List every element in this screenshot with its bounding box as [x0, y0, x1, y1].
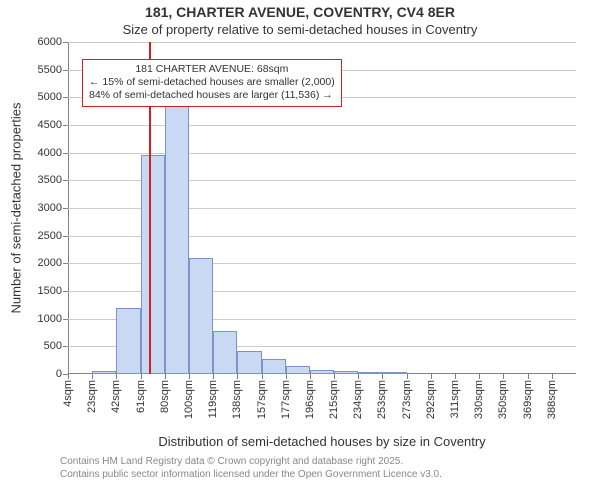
- histogram-bar: [165, 106, 189, 374]
- ytick-mark: [63, 263, 68, 264]
- ytick-label: 4500: [38, 119, 62, 131]
- annotation-line: ← 15% of semi-detached houses are smalle…: [89, 76, 335, 89]
- histogram-bar: [116, 308, 140, 374]
- attribution-line2: Contains public sector information licen…: [60, 469, 442, 480]
- xtick-label: 369sqm: [522, 380, 534, 419]
- ytick-mark: [63, 346, 68, 347]
- xtick-mark: [382, 374, 383, 379]
- xtick-label: 61sqm: [135, 380, 147, 413]
- ytick-label: 4000: [38, 147, 62, 159]
- xtick-label: 80sqm: [159, 380, 171, 413]
- y-axis-label: Number of semi-detached properties: [9, 103, 24, 314]
- ytick-label: 5500: [38, 64, 62, 76]
- xtick-mark: [92, 374, 93, 379]
- ytick-mark: [63, 319, 68, 320]
- ytick-label: 6000: [38, 36, 62, 48]
- xtick-mark: [407, 374, 408, 379]
- xtick-label: 292sqm: [425, 380, 437, 419]
- ytick-label: 1500: [38, 285, 62, 297]
- histogram-bar: [141, 155, 165, 374]
- xtick-mark: [431, 374, 432, 379]
- xtick-label: 100sqm: [183, 380, 195, 419]
- xtick-label: 4sqm: [62, 380, 74, 407]
- ytick-mark: [63, 180, 68, 181]
- xtick-label: 196sqm: [304, 380, 316, 419]
- xtick-mark: [116, 374, 117, 379]
- ytick-mark: [63, 125, 68, 126]
- xtick-mark: [503, 374, 504, 379]
- xtick-mark: [213, 374, 214, 379]
- xtick-label: 119sqm: [207, 380, 219, 418]
- histogram-bar: [213, 331, 237, 374]
- histogram-bar: [334, 371, 358, 374]
- xtick-mark: [262, 374, 263, 379]
- ytick-mark: [63, 208, 68, 209]
- gridline: [68, 42, 576, 43]
- annotation-line: 84% of semi-detached houses are larger (…: [89, 89, 335, 102]
- ytick-mark: [63, 236, 68, 237]
- xtick-label: 215sqm: [328, 380, 340, 419]
- gridline: [68, 125, 576, 126]
- ytick-label: 5000: [38, 91, 62, 103]
- xtick-mark: [237, 374, 238, 379]
- annotation-box: 181 CHARTER AVENUE: 68sqm← 15% of semi-d…: [82, 59, 342, 107]
- xtick-label: 138sqm: [231, 380, 243, 419]
- xtick-label: 388sqm: [546, 380, 558, 419]
- xtick-label: 177sqm: [280, 380, 292, 419]
- histogram-bar: [92, 371, 116, 374]
- xtick-mark: [552, 374, 553, 379]
- gridline: [68, 153, 576, 154]
- ytick-label: 0: [56, 368, 62, 380]
- xtick-mark: [68, 374, 69, 379]
- xtick-mark: [358, 374, 359, 379]
- ytick-mark: [63, 97, 68, 98]
- ytick-mark: [63, 42, 68, 43]
- xtick-mark: [286, 374, 287, 379]
- xtick-label: 157sqm: [256, 380, 268, 419]
- histogram-bar: [189, 258, 213, 374]
- attribution-text: Contains HM Land Registry data © Crown c…: [60, 456, 442, 481]
- xtick-label: 311sqm: [449, 380, 461, 418]
- xtick-mark: [528, 374, 529, 379]
- annotation-line: 181 CHARTER AVENUE: 68sqm: [89, 63, 335, 76]
- xtick-mark: [141, 374, 142, 379]
- xtick-label: 23sqm: [86, 380, 98, 413]
- histogram-bar: [310, 370, 334, 374]
- xtick-label: 42sqm: [110, 380, 122, 413]
- plot-area: 0500100015002000250030003500400045005000…: [68, 42, 576, 374]
- histogram-bar: [286, 366, 310, 374]
- ytick-label: 1000: [38, 313, 62, 325]
- ytick-mark: [63, 70, 68, 71]
- ytick-label: 500: [44, 340, 62, 352]
- xtick-mark: [189, 374, 190, 379]
- ytick-label: 2000: [38, 257, 62, 269]
- histogram-bar: [262, 359, 286, 374]
- ytick-label: 3000: [38, 202, 62, 214]
- attribution-line1: Contains HM Land Registry data © Crown c…: [60, 456, 403, 467]
- histogram-bar: [358, 372, 382, 374]
- xtick-label: 253sqm: [376, 380, 388, 419]
- xtick-label: 273sqm: [401, 380, 413, 419]
- x-axis-label: Distribution of semi-detached houses by …: [68, 434, 576, 449]
- histogram-bar: [382, 372, 406, 374]
- xtick-mark: [310, 374, 311, 379]
- xtick-mark: [334, 374, 335, 379]
- chart-title-line2: Size of property relative to semi-detach…: [0, 22, 600, 37]
- ytick-label: 3500: [38, 174, 62, 186]
- xtick-mark: [479, 374, 480, 379]
- chart-title-line1: 181, CHARTER AVENUE, COVENTRY, CV4 8ER: [0, 4, 600, 20]
- xtick-label: 234sqm: [352, 380, 364, 419]
- xtick-mark: [165, 374, 166, 379]
- size-distribution-chart: 181, CHARTER AVENUE, COVENTRY, CV4 8ER S…: [0, 0, 600, 500]
- ytick-label: 2500: [38, 230, 62, 242]
- xtick-label: 330sqm: [473, 380, 485, 419]
- xtick-label: 350sqm: [497, 380, 509, 419]
- ytick-mark: [63, 291, 68, 292]
- xtick-mark: [455, 374, 456, 379]
- histogram-bar: [237, 351, 261, 374]
- ytick-mark: [63, 153, 68, 154]
